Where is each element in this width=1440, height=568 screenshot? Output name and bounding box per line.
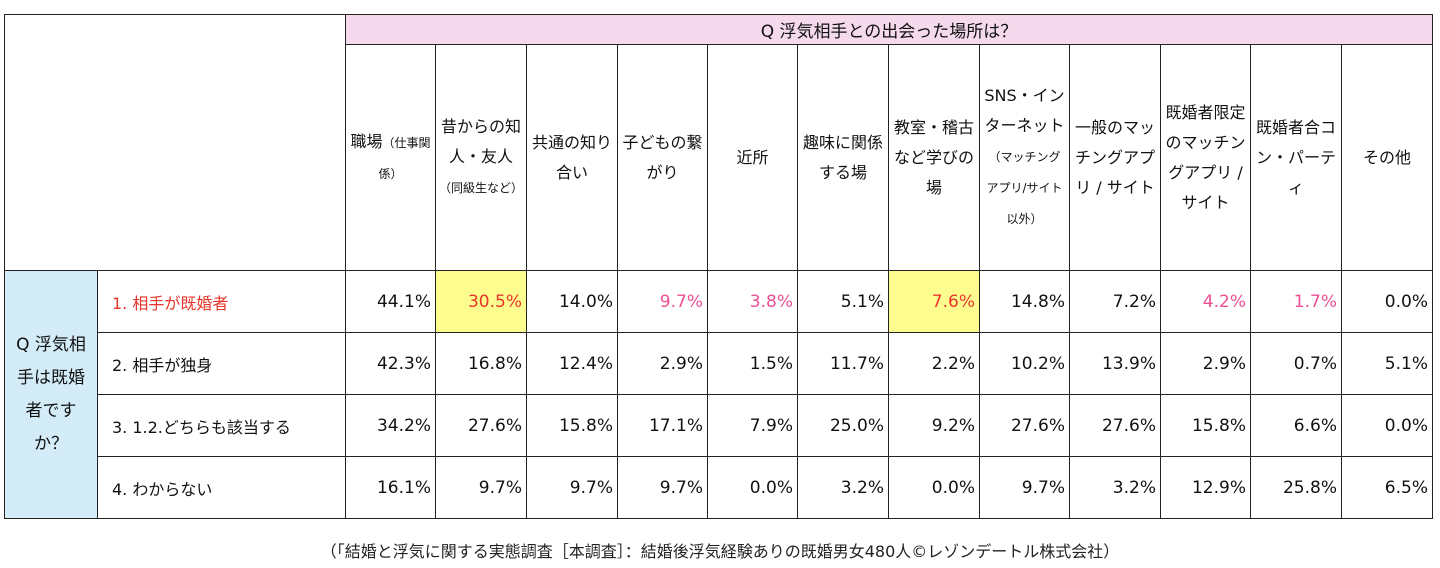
- value-cell: 0.0%: [1341, 270, 1433, 333]
- value-cell: 7.2%: [1069, 270, 1161, 333]
- value-cell: 16.8%: [435, 332, 527, 395]
- value-cell: 15.8%: [1160, 394, 1251, 457]
- column-header-label: 趣味に関係する場: [802, 132, 883, 182]
- value-cell: 3.8%: [707, 270, 798, 333]
- value-cell: 14.0%: [526, 270, 618, 333]
- value-cell: 34.2%: [345, 394, 436, 457]
- column-header: 昔からの知人・友人 （同級生など）: [435, 44, 527, 271]
- value-cell: 5.1%: [797, 270, 889, 333]
- table-row: 2. 相手が独身 42.3% 16.8% 12.4% 2.9% 1.5% 11.7% 2.2%…: [5, 332, 1433, 395]
- value-cell: 14.8%: [979, 270, 1070, 333]
- value-cell: 1.5%: [707, 332, 798, 395]
- column-header: 子どもの繋がり: [617, 44, 708, 271]
- value-cell: 42.3%: [345, 332, 436, 395]
- column-header-label: その他: [1362, 147, 1411, 167]
- column-header-label: 近所: [736, 147, 769, 167]
- column-header-label: 昔からの知人・友人: [440, 117, 521, 166]
- column-header-label: 子どもの繋がり: [622, 132, 703, 182]
- value-cell: 0.7%: [1250, 332, 1342, 395]
- corner-cell: [4, 14, 346, 271]
- column-header-label: SNS・インターネット: [984, 86, 1065, 135]
- value-cell: 30.5%: [435, 270, 527, 333]
- value-cell: 27.6%: [1069, 394, 1161, 457]
- column-header: 既婚者限定のマッチングアプリ / サイト: [1160, 44, 1251, 271]
- value-cell: 0.0%: [1341, 394, 1433, 457]
- value-cell: 17.1%: [617, 394, 708, 457]
- value-cell: 9.7%: [617, 456, 708, 519]
- value-cell: 5.1%: [1341, 332, 1433, 395]
- value-cell: 1.7%: [1250, 270, 1342, 333]
- value-cell: 2.2%: [888, 332, 980, 395]
- column-header: 既婚者合コン・パーティ: [1250, 44, 1342, 271]
- table-row: 4. わからない 16.1% 9.7% 9.7% 9.7% 0.0% 3.2% 0.0% 9.7…: [5, 456, 1433, 519]
- value-cell: 25.8%: [1250, 456, 1342, 519]
- column-header: 共通の知り合い: [526, 44, 618, 271]
- row-label: 3. 1.2.どちらも該当する: [97, 394, 346, 457]
- column-header-label: 一般のマッチングアプリ / サイト: [1074, 117, 1155, 197]
- value-cell: 12.4%: [526, 332, 618, 395]
- row-label: 4. わからない: [97, 456, 346, 519]
- value-cell: 3.2%: [797, 456, 889, 519]
- value-cell: 27.6%: [979, 394, 1070, 457]
- column-header-note: （マッチングアプリ/サイト以外）: [986, 150, 1063, 226]
- column-header-label: 既婚者限定のマッチングアプリ / サイト: [1165, 102, 1246, 212]
- value-cell: 2.9%: [617, 332, 708, 395]
- value-cell: 6.5%: [1341, 456, 1433, 519]
- value-cell: 2.9%: [1160, 332, 1251, 395]
- source-caption: （「結婚と浮気に関する実態調査［本調査］：結婚後浮気経験ありの既婚男女480人©…: [320, 542, 1120, 561]
- value-cell: 3.2%: [1069, 456, 1161, 519]
- value-cell: 6.6%: [1250, 394, 1342, 457]
- column-header-label: 教室・稽古など学びの場: [893, 117, 974, 197]
- row-label: 2. 相手が独身: [97, 332, 346, 395]
- row-question-title: Q 浮気相手は既婚者ですか？: [4, 270, 98, 519]
- column-header: 近所: [707, 44, 798, 271]
- survey-crosstab: Q 浮気相手との出会った場所は？ 職場（仕事関係） 昔からの知人・友人 （同級生など…: [4, 14, 1433, 519]
- table-row: 3. 1.2.どちらも該当する 34.2% 27.6% 15.8% 17.1% 7.9% 2…: [5, 394, 1433, 457]
- value-cell: 11.7%: [797, 332, 889, 395]
- column-header-label: 共通の知り合い: [531, 132, 612, 182]
- value-cell: 4.2%: [1160, 270, 1251, 333]
- column-header: 趣味に関係する場: [797, 44, 889, 271]
- value-cell: 9.7%: [435, 456, 527, 519]
- column-header-note: （仕事関係）: [378, 135, 431, 181]
- value-cell: 9.2%: [888, 394, 980, 457]
- column-header: その他: [1341, 44, 1433, 271]
- column-header: 職場（仕事関係）: [345, 44, 436, 271]
- value-cell: 10.2%: [979, 332, 1070, 395]
- column-header-note: （同級生など）: [439, 181, 524, 195]
- column-header: 教室・稽古など学びの場: [888, 44, 980, 271]
- value-cell: 25.0%: [797, 394, 889, 457]
- value-cell: 12.9%: [1160, 456, 1251, 519]
- column-header-label: 職場: [350, 131, 383, 151]
- value-cell: 16.1%: [345, 456, 436, 519]
- value-cell: 44.1%: [345, 270, 436, 333]
- value-cell: 15.8%: [526, 394, 618, 457]
- column-header: 一般のマッチングアプリ / サイト: [1069, 44, 1161, 271]
- row-label: 1. 相手が既婚者: [97, 270, 346, 333]
- table-row: Q 浮気相手は既婚者ですか？ 1. 相手が既婚者 44.1% 30.5% 14.0% 9.…: [4, 270, 1433, 519]
- value-cell: 7.6%: [888, 270, 980, 333]
- value-cell: 9.7%: [979, 456, 1070, 519]
- value-cell: 7.9%: [707, 394, 798, 457]
- value-cell: 0.0%: [888, 456, 980, 519]
- column-header-label: 既婚者合コン・パーティ: [1255, 117, 1336, 197]
- value-cell: 9.7%: [526, 456, 618, 519]
- column-question-title: Q 浮気相手との出会った場所は？: [345, 14, 1433, 45]
- column-header: SNS・インターネット （マッチングアプリ/サイト以外）: [979, 44, 1070, 271]
- value-cell: 13.9%: [1069, 332, 1161, 395]
- value-cell: 27.6%: [435, 394, 527, 457]
- value-cell: 9.7%: [617, 270, 708, 333]
- value-cell: 0.0%: [707, 456, 798, 519]
